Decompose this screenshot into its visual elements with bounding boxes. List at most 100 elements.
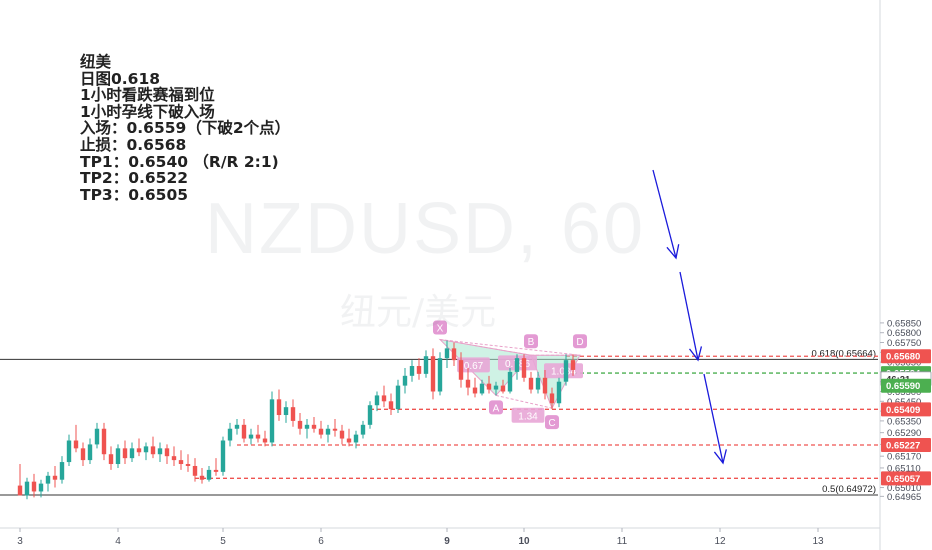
candle <box>535 371 541 394</box>
candle-body <box>178 460 184 465</box>
candle-body <box>276 399 282 416</box>
level-price-tag: 0.65057 <box>881 471 931 486</box>
projection-arrow-head <box>688 346 703 362</box>
candle <box>185 454 191 472</box>
candle <box>318 420 324 439</box>
candle <box>87 438 93 465</box>
projection-arrow-shaft <box>703 373 724 464</box>
candle <box>339 424 345 445</box>
candle <box>500 379 506 394</box>
candle-body <box>80 448 86 461</box>
candle-body <box>423 356 429 374</box>
candle <box>353 430 359 449</box>
candle <box>38 479 44 498</box>
candle-body <box>402 375 408 386</box>
candle-body <box>192 465 198 476</box>
candle-body <box>157 448 163 455</box>
candle <box>367 401 373 429</box>
candle <box>178 450 184 470</box>
candle-body <box>528 377 534 390</box>
pattern-point-x: X <box>433 320 447 335</box>
candle <box>283 401 289 423</box>
y-tick-label: 0.65110 <box>887 463 921 474</box>
candle <box>563 354 569 386</box>
candle <box>101 422 107 461</box>
candle <box>458 352 464 388</box>
x-tick-label: 3 <box>17 536 23 547</box>
candle <box>374 391 380 412</box>
axis-background <box>880 0 932 550</box>
candle-body <box>479 383 485 394</box>
candle <box>262 430 268 447</box>
candles <box>17 340 576 500</box>
pattern-point-badge <box>524 334 538 349</box>
candle <box>486 375 492 394</box>
pattern-point-c: C <box>545 415 559 430</box>
level-price-tag: 0.65227 <box>881 438 931 453</box>
candle-body <box>549 393 555 404</box>
candle-body <box>262 438 268 443</box>
candle <box>234 418 240 435</box>
level-price-tag-label: 0.65680 <box>886 352 920 363</box>
pattern-point-label: B <box>528 337 535 348</box>
candle-body <box>507 371 513 392</box>
candle <box>360 420 366 439</box>
candle <box>276 389 282 421</box>
level-price-tag-bg <box>881 402 931 417</box>
pattern-ratio-label: 1.34 <box>518 411 538 422</box>
candle-body <box>87 444 93 461</box>
candle-body <box>353 434 359 443</box>
candle <box>94 422 100 449</box>
candle <box>325 424 331 443</box>
candle <box>304 418 310 439</box>
candle-body <box>535 377 541 390</box>
candle <box>59 456 65 484</box>
candle <box>150 436 156 459</box>
candle <box>171 446 177 466</box>
candle <box>143 442 149 461</box>
candle-body <box>94 428 100 445</box>
candle <box>381 385 387 408</box>
projection-arrow-head <box>713 449 727 465</box>
pattern-ratio-bg <box>511 407 545 423</box>
fib-label: 0.618(0.65664) <box>812 348 876 359</box>
pattern-point-badge <box>545 415 559 430</box>
level-price-tag-label: 0.65227 <box>886 441 920 452</box>
candle <box>241 418 247 443</box>
price-tag-label: 0.65590 <box>886 381 920 392</box>
candle-body <box>339 430 345 439</box>
time-axis: 3 4 5 6 9 10 11 12 13 <box>0 527 880 547</box>
candle-body <box>388 401 394 410</box>
candle <box>556 377 562 408</box>
candle <box>493 381 499 396</box>
pattern-ratio-line <box>439 339 532 356</box>
candle-body <box>115 448 121 465</box>
pattern-point-label: X <box>437 324 444 335</box>
projection-arrow <box>652 169 680 260</box>
projection-arrows <box>652 169 727 465</box>
y-tick-label: 0.65290 <box>887 428 921 439</box>
candle-body <box>570 360 576 370</box>
candle <box>451 342 457 367</box>
level-price-tag-label: 0.65057 <box>886 474 920 485</box>
price-tag-bg <box>881 378 931 393</box>
y-tick-label: 0.64965 <box>887 492 921 503</box>
projection-arrow <box>703 373 727 465</box>
candle-body <box>213 469 219 472</box>
candle <box>269 391 275 447</box>
candle <box>199 467 205 484</box>
candle <box>45 471 51 492</box>
candle-body <box>311 424 317 429</box>
candle-body <box>318 428 324 435</box>
candle-body <box>381 395 387 402</box>
candle-body <box>283 407 289 416</box>
candle-body <box>52 475 58 480</box>
candle <box>465 367 471 396</box>
candle-body <box>521 358 527 378</box>
candle <box>395 379 401 414</box>
x-tick-label: 4 <box>115 536 121 547</box>
level-price-tag-bg <box>881 471 931 486</box>
pattern-ratio-label: 1.034 <box>551 367 576 378</box>
x-tick-label: 9 <box>444 536 450 547</box>
candle-body <box>290 407 296 421</box>
